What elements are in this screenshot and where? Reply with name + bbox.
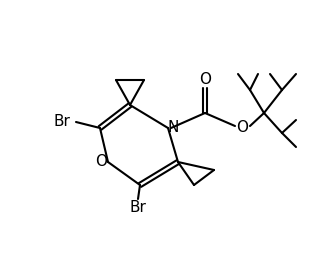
Text: O: O <box>95 155 107 170</box>
Text: Br: Br <box>53 115 71 130</box>
Text: Br: Br <box>129 200 146 215</box>
Text: O: O <box>236 119 248 134</box>
Text: O: O <box>199 71 211 86</box>
Text: N: N <box>167 119 179 134</box>
